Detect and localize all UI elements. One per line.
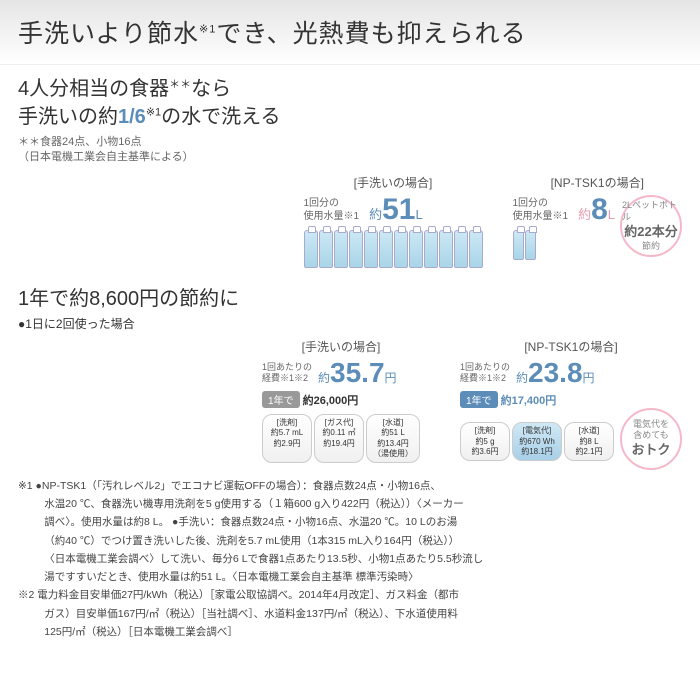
handwash-amount: 約51L (369, 193, 423, 227)
savings-badge: 2Lペットボトル 約22本分 節約 (620, 195, 682, 257)
cylinders-handwash: [洗剤]約5.7 mL約2.9円[ガス代]約0.11 ㎥約19.4円[水道]約5… (262, 414, 420, 464)
handwash-col: [手洗いの場合] 1回分の 使用水量※1 約51L (304, 174, 483, 268)
dishwasher-usage-text: 1回分の 使用水量※1 (513, 197, 569, 223)
water-subtitle: 4人分相当の食器＊＊なら 手洗いの約1/6※1の水で洗える (18, 75, 682, 131)
cost-compare: [手洗いの場合] 1回あたりの 経費※1※2 約35.7円 1年で 約26,00… (0, 338, 700, 470)
dishwasher-col: [NP-TSK1の場合] 1回分の 使用水量※1 約8L 2Lペットボトル 約2… (513, 174, 683, 268)
cost-handwash: [手洗いの場合] 1回あたりの 経費※1※2 約35.7円 1年で 約26,00… (262, 338, 420, 470)
bottles-handwash (304, 230, 483, 268)
section-water: 4人分相当の食器＊＊なら 手洗いの約1/6※1の水で洗える ＊＊食器24点、小物… (0, 65, 700, 278)
bottles-dishwasher (513, 230, 616, 260)
water-compare: [手洗いの場合] 1回分の 使用水量※1 約51L [NP-TSK1の場合] 1… (18, 174, 682, 268)
cost-dishwasher: [NP-TSK1の場合] 1回あたりの 経費※1※2 約23.8円 1年で 約1… (460, 338, 682, 470)
handwash-usage-text: 1回分の 使用水量※1 (304, 197, 360, 223)
cost-sub: ●1日に2回使った場合 (0, 315, 700, 338)
header-banner: 手洗いより節水※1でき、光熱費も抑えられる (0, 0, 700, 65)
cost-title: 1年で約8,600円の節約に (0, 278, 700, 315)
header-title: 手洗いより節水※1でき、光熱費も抑えられる (18, 14, 682, 50)
handwash-label: [手洗いの場合] (304, 174, 483, 191)
cylinders-dishwasher: [洗剤]約5 g約3.6円[電気代]約670 Wh約18.1円[水道]約8 L約… (460, 422, 614, 461)
water-note: ＊＊食器24点、小物16点 （日本電機工業会自主基準による） (18, 135, 682, 166)
elec-badge: 電気代を 含めても おトク (620, 408, 682, 470)
footnotes: ※1 ●NP-TSK1（「汚れレベル2」でエコナビ運転OFFの場合）：食器点数2… (0, 470, 700, 650)
dishwasher-label: [NP-TSK1の場合] (513, 174, 683, 191)
dishwasher-amount: 約8L (578, 193, 615, 227)
